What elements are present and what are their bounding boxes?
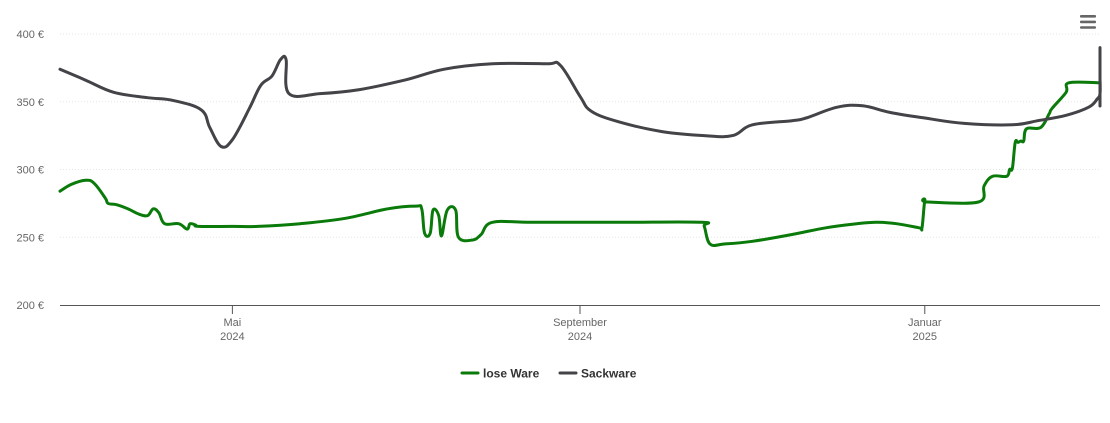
x-tick-year: 2025 (913, 331, 937, 343)
series-line-sackware (58, 46, 1102, 149)
series-lines (58, 46, 1102, 248)
x-tick-year: 2024 (568, 331, 592, 343)
x-axis (60, 305, 1100, 314)
chart-menu-button[interactable] (1076, 11, 1100, 33)
x-tick-month: Januar (908, 317, 942, 329)
legend-label: Sackware (581, 367, 637, 381)
x-tick-month: September (553, 317, 607, 329)
y-tick-label: 400 € (16, 29, 44, 41)
legend-item[interactable]: lose Ware (460, 367, 540, 381)
y-tick-label: 350 € (16, 97, 44, 109)
series-line-lose-ware (58, 80, 1102, 248)
legend[interactable]: lose Ware Sackware (460, 367, 637, 381)
y-tick-label: 300 € (16, 165, 44, 177)
x-tick-year: 2024 (220, 331, 244, 343)
y-tick-label: 250 € (16, 232, 44, 244)
hamburger-menu-icon[interactable] (1080, 15, 1096, 29)
legend-label: lose Ware (483, 367, 540, 381)
legend-item[interactable]: Sackware (558, 367, 637, 381)
grid-lines (60, 33, 1100, 238)
y-tick-label: 200 € (16, 300, 44, 312)
y-axis-tick-labels: 200 € 250 € 300 € 350 € 400 € (16, 29, 44, 312)
x-tick-month: Mai (224, 317, 242, 329)
x-axis-tick-labels: Mai 2024 September 2024 Januar 2025 (220, 317, 942, 343)
